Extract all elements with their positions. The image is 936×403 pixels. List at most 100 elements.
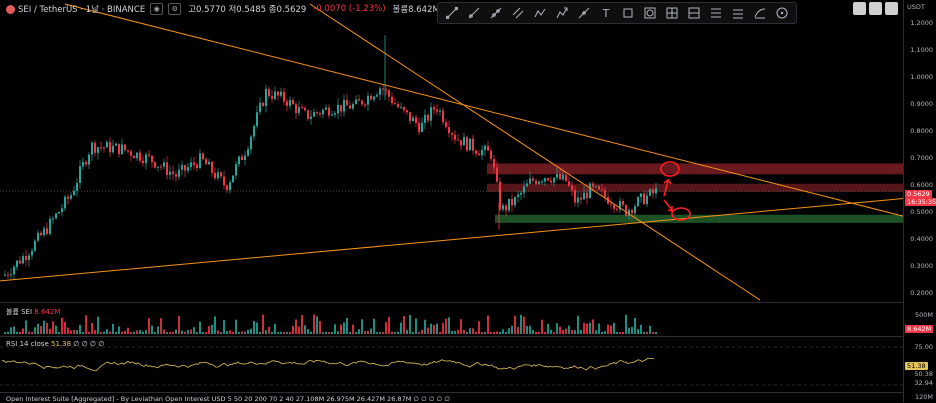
- currency-label[interactable]: USDT: [907, 3, 925, 11]
- candle-body: [379, 88, 381, 95]
- candle-body: [376, 94, 378, 97]
- parallel-channel-icon[interactable]: [508, 4, 528, 22]
- path-icon[interactable]: [530, 4, 550, 22]
- symbol-title[interactable]: SEI / TetherUS · 1날 · BINANCE: [18, 5, 146, 15]
- volume-bar: [46, 322, 48, 334]
- main-chart-canvas[interactable]: [0, 0, 903, 402]
- volume-bar: [244, 331, 246, 334]
- volume-bar: [529, 325, 531, 334]
- extended-line-icon[interactable]: [486, 4, 506, 22]
- candle-body: [640, 193, 642, 198]
- candle-body: [466, 137, 468, 151]
- candle-body: [19, 260, 21, 264]
- text-icon[interactable]: T: [602, 6, 610, 20]
- rsi-tag-2: 50.38: [914, 370, 933, 378]
- measure-icon[interactable]: [750, 4, 770, 22]
- settings-icon[interactable]: ⚙: [168, 3, 182, 15]
- volume-bar: [469, 328, 471, 334]
- candle-body: [586, 192, 588, 199]
- candle-body: [124, 144, 126, 151]
- rectangle-icon[interactable]: [618, 4, 638, 22]
- volume-bar: [562, 330, 564, 334]
- candle-body: [502, 205, 504, 210]
- candle-body: [139, 152, 141, 161]
- cross-line-icon[interactable]: [574, 4, 594, 22]
- candle-body: [646, 195, 648, 205]
- candle-body: [4, 274, 6, 276]
- volume-bar: [292, 325, 294, 334]
- snapshot-button[interactable]: [869, 2, 882, 15]
- candle-body: [64, 196, 66, 209]
- descending-trendline-long: [64, 3, 903, 217]
- volume-bar: [256, 322, 258, 334]
- price-tick: 0.7000: [910, 154, 933, 162]
- candle-body: [487, 145, 489, 151]
- grid-icon[interactable]: [662, 4, 682, 22]
- fullscreen-button[interactable]: [885, 2, 898, 15]
- volume-bar: [10, 327, 12, 334]
- chart-area[interactable]: SEI / TetherUS · 1날 · BINANCE ◉ ⚙ 고0.577…: [0, 0, 903, 403]
- candle-body: [289, 99, 291, 106]
- candle-body: [358, 99, 360, 101]
- volume-bar: [193, 327, 195, 334]
- trend-line-icon[interactable]: [442, 4, 462, 22]
- candle-body: [214, 172, 216, 179]
- eye-icon[interactable]: ◉: [150, 3, 164, 15]
- candle-body: [427, 114, 429, 121]
- candle-body: [292, 99, 294, 105]
- volume-bar: [250, 328, 252, 334]
- volume-bar: [25, 320, 27, 334]
- volume-bar: [652, 331, 654, 334]
- candle-body: [328, 107, 330, 116]
- volume-bar: [493, 331, 495, 334]
- volume-bar: [589, 322, 591, 334]
- candle-body: [568, 181, 570, 186]
- candle-body: [163, 162, 165, 167]
- candle-body: [151, 155, 153, 162]
- volume-bar: [229, 330, 231, 334]
- price-axis[interactable]: USDT 1.2000 1.1000 1.0000 0.9000 0.8000 …: [903, 0, 936, 402]
- candle-body: [244, 155, 246, 160]
- candle-body: [421, 122, 423, 132]
- rsi-extra-values: ∅ ∅ ∅ ∅: [73, 340, 105, 348]
- candle-body: [199, 153, 201, 169]
- arrow-icon[interactable]: [552, 4, 572, 22]
- volume-bar: [4, 331, 6, 334]
- candle-body: [238, 156, 240, 165]
- volume-bar: [622, 331, 624, 334]
- pane-separator-volume[interactable]: [0, 302, 903, 303]
- long-position-icon[interactable]: [684, 4, 704, 22]
- candle-body: [58, 212, 60, 214]
- volume-bar: [55, 325, 57, 334]
- volume-bar: [124, 331, 126, 334]
- candle-body: [505, 205, 507, 211]
- candle-body: [448, 127, 450, 134]
- candle-body: [409, 112, 411, 122]
- price-tick: 0.9000: [910, 100, 933, 108]
- short-position-icon[interactable]: [706, 4, 726, 22]
- ray-icon[interactable]: [464, 4, 484, 22]
- candle-body: [274, 91, 276, 99]
- symbol-legend: SEI / TetherUS · 1날 · BINANCE ◉ ⚙ 고0.577…: [6, 3, 440, 15]
- more-icon[interactable]: [772, 4, 792, 22]
- layout-button[interactable]: [853, 2, 866, 15]
- volume-bar: [43, 320, 45, 334]
- volume-bar: [298, 326, 300, 334]
- pane-separator-rsi[interactable]: [0, 336, 903, 337]
- volume-last-tag: 8.642M: [905, 325, 934, 333]
- volume-bar: [259, 331, 261, 334]
- candle-body: [22, 256, 24, 264]
- candle-body: [172, 171, 174, 175]
- descending-trendline-steep: [309, 3, 761, 301]
- horizontal-lines-icon[interactable]: [728, 4, 748, 22]
- volume-bar: [457, 329, 459, 334]
- volume-bar: [397, 331, 399, 334]
- volume-bar: [400, 322, 402, 334]
- price-tick: 0.2000: [910, 289, 933, 297]
- candle-body: [601, 189, 603, 191]
- volume-bar: [595, 330, 597, 334]
- pane-separator-oi[interactable]: [0, 392, 903, 393]
- volume-bar: [238, 331, 240, 334]
- ellipse-icon[interactable]: [640, 4, 660, 22]
- candle-body: [535, 180, 537, 184]
